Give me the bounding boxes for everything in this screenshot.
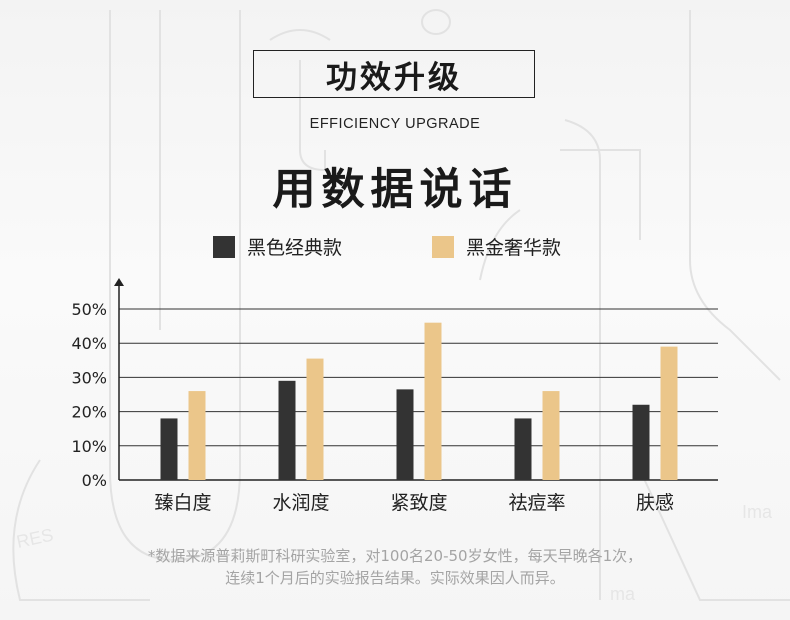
bar-classic: [396, 389, 414, 480]
chart-legend: 黑色经典款 黑金奢华款: [0, 233, 790, 259]
bar-luxury: [424, 322, 442, 480]
x-category-label: 肤感: [636, 492, 674, 514]
x-category-label: 臻白度: [154, 492, 211, 514]
legend-item-classic: 黑色经典款: [213, 233, 342, 260]
english-subtitle: EFFICIENCY UPGRADE: [309, 116, 481, 132]
bar-classic: [278, 380, 296, 480]
footnote-line-1: *数据来源普莉斯町科研实验室，对100名20-50岁女性，每天早晚各1次，: [147, 547, 643, 565]
y-tick-label: 10%: [71, 437, 107, 456]
x-category-label: 祛痘率: [508, 492, 565, 514]
legend-swatch-classic: [213, 235, 235, 258]
y-tick-label: 30%: [71, 368, 107, 387]
bar-luxury: [188, 391, 206, 480]
bar-classic: [632, 404, 650, 480]
bar-luxury: [660, 346, 678, 480]
headline: 用数据说话: [272, 165, 518, 215]
bar-classic: [160, 418, 178, 480]
y-tick-label: 20%: [71, 403, 107, 422]
footnote-line-2: 连续1个月后的实验报告结果。实际效果因人而异。: [225, 569, 565, 587]
bar-luxury: [306, 358, 324, 480]
section-title: 功效升级: [253, 50, 535, 98]
y-axis-arrow-icon: [114, 278, 124, 286]
footnote: *数据来源普莉斯町科研实验室，对100名20-50岁女性，每天早晚各1次， 连续…: [0, 545, 790, 589]
y-tick-label: 50%: [71, 300, 107, 319]
y-tick-label: 40%: [71, 334, 107, 353]
legend-label-classic: 黑色经典款: [247, 237, 343, 259]
y-tick-label: 0%: [82, 471, 107, 490]
x-category-label: 紧致度: [390, 492, 447, 514]
bar-luxury: [542, 391, 560, 480]
legend-item-luxury: 黑金奢华款: [432, 233, 561, 260]
section-title-text: 功效升级: [326, 59, 462, 96]
bar-classic: [514, 418, 532, 480]
x-category-label: 水润度: [272, 492, 329, 514]
legend-label-luxury: 黑金奢华款: [466, 237, 562, 259]
legend-swatch-luxury: [432, 235, 454, 258]
